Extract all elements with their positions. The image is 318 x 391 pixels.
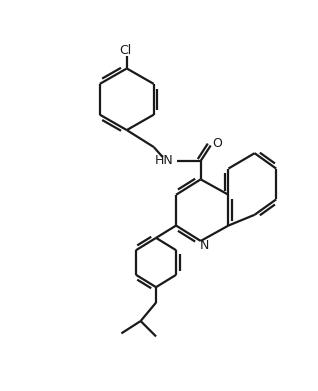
Text: O: O — [212, 138, 222, 151]
Text: Cl: Cl — [119, 43, 131, 57]
Text: HN: HN — [155, 154, 174, 167]
Text: N: N — [200, 239, 209, 252]
